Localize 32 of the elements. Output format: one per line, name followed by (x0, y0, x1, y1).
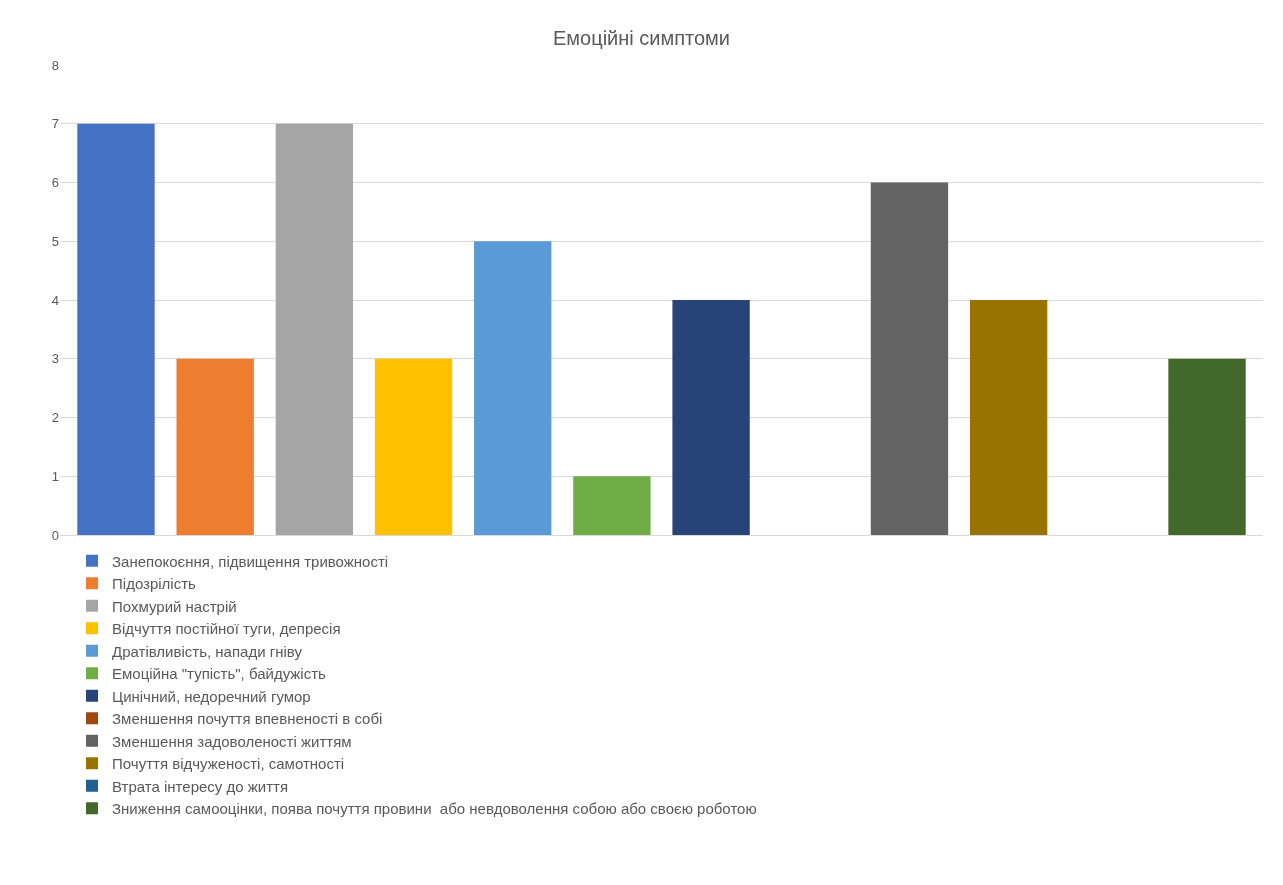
y-tick-label: 0 (51, 527, 59, 543)
bar (275, 123, 354, 535)
y-tick-label: 1 (51, 468, 59, 484)
legend-label: Підозрілість (112, 575, 197, 592)
legend-label: Цинічний, недоречний гумор (112, 687, 311, 705)
y-tick-label: 2 (51, 410, 59, 426)
legend-label: Відчуття постійної туги, депресія (112, 620, 341, 637)
legend-label: Почуття відчуженості, самотності (112, 755, 345, 772)
bar (1168, 358, 1246, 535)
y-tick-label: 3 (51, 351, 59, 367)
legend-label: Втрата інтересу до життя (112, 777, 289, 795)
legend-label: Дратівливість, напади гніву (112, 642, 303, 660)
chart-title: Емоційні симптоми (552, 26, 731, 49)
bar (573, 476, 651, 535)
y-tick-label: 5 (51, 233, 59, 249)
y-tick-label: 7 (51, 116, 59, 132)
legend-label: Занепокоєння, підвищення тривожності (112, 552, 389, 570)
legend-label: Зменшення почуття впевненості в собі (112, 710, 383, 727)
bar (474, 241, 552, 535)
y-tick-label: 4 (51, 292, 59, 308)
legend-label: Похмурий настрій (112, 597, 237, 615)
bar (77, 123, 155, 535)
bar (672, 300, 750, 535)
bar (969, 300, 1048, 535)
y-tick-label: 6 (51, 175, 59, 191)
legend-label: Зменшення задоволеності життям (112, 732, 352, 750)
bar (374, 358, 453, 535)
y-tick-label: 8 (51, 57, 59, 73)
legend-label: Емоційна "тупість", байдужість (112, 665, 327, 682)
bar (176, 358, 254, 535)
bar (870, 182, 949, 535)
legend-label: Зниження самооцінки, поява почуття провини або невдоволення собою або своєю роботою (112, 800, 757, 817)
